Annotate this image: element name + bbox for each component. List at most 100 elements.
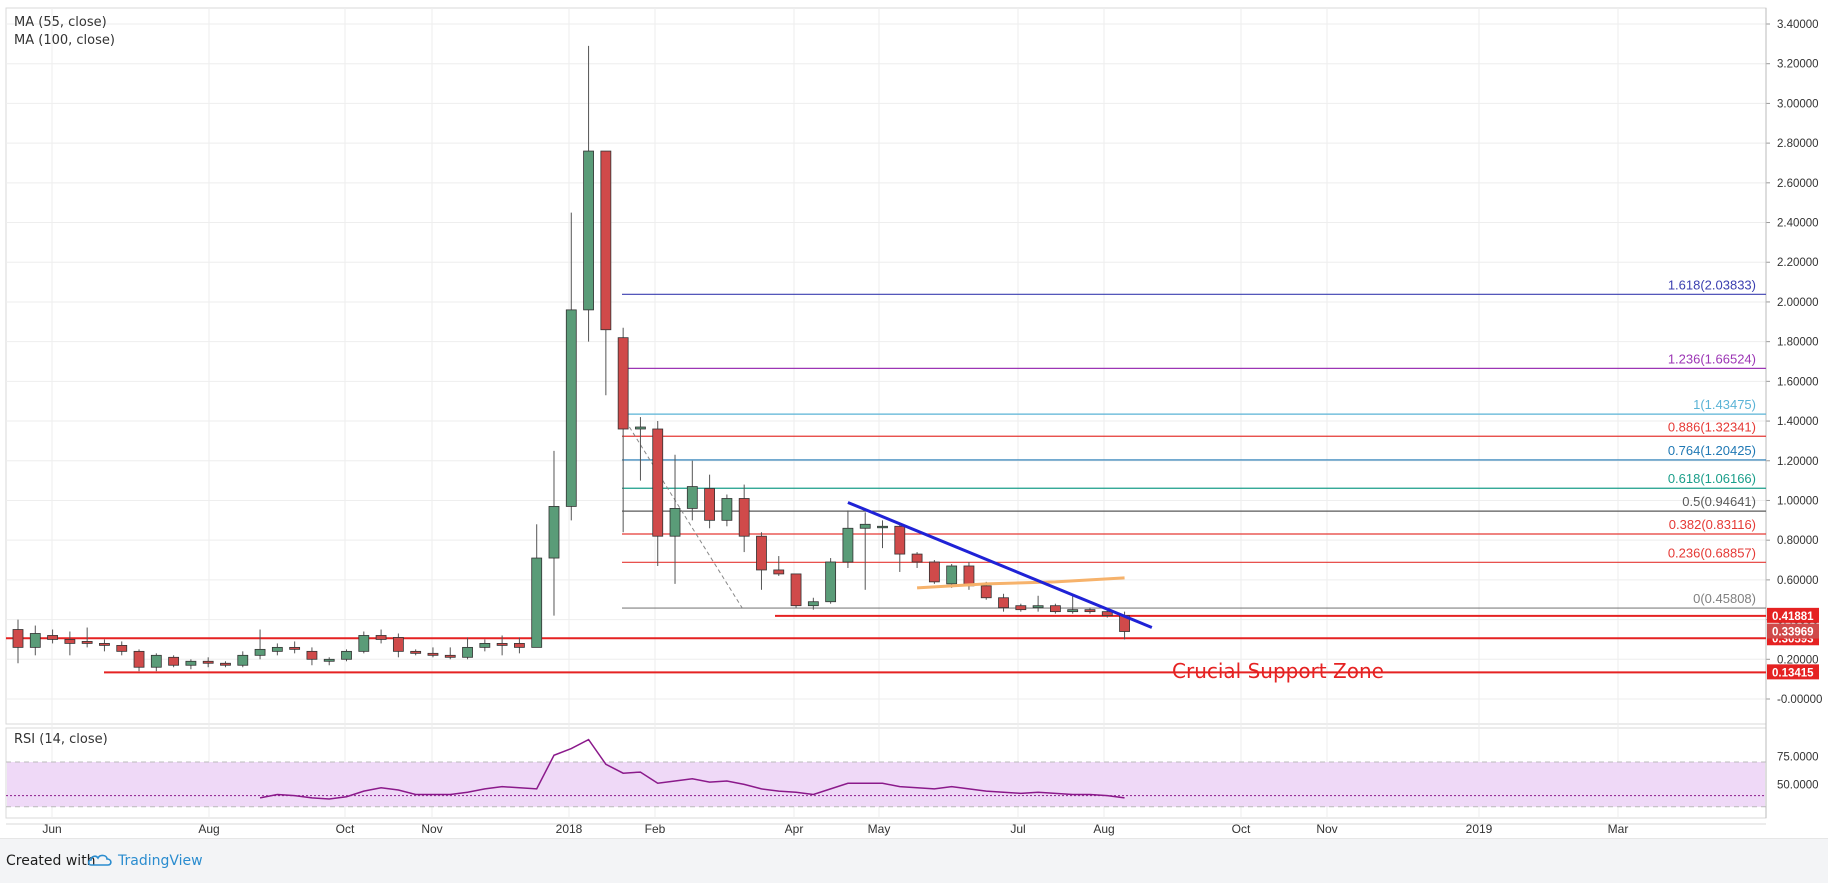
price-tick-label: 2.20000 (1777, 257, 1819, 269)
bearish-candle (756, 535, 767, 571)
bearish-candle (652, 428, 664, 537)
rsi-indicator-label[interactable]: RSI (14, close) (14, 732, 108, 747)
bearish-candle (1084, 609, 1096, 613)
bullish-candle (807, 601, 819, 607)
descending-trendline (847, 501, 1153, 629)
bearish-candle (99, 643, 110, 646)
bullish-candle (271, 646, 283, 652)
bullish-candle (323, 658, 335, 662)
price-tick-label: 1.60000 (1777, 376, 1819, 388)
fib-level-label: 0.618(1.06166) (1668, 471, 1756, 486)
fib-level-label: 1.618(2.03833) (1668, 277, 1756, 292)
bearish-candle (202, 660, 214, 664)
tradingview-link[interactable]: TradingView (118, 853, 203, 869)
bearish-candle (790, 573, 802, 607)
price-tick-label: 1.00000 (1777, 495, 1819, 507)
bearish-candle (375, 635, 387, 640)
rsi-tick-label: 75.0000 (1777, 751, 1819, 763)
price-tick-label: 2.40000 (1777, 218, 1819, 230)
bearish-candle (133, 650, 145, 668)
time-axis-label: Mar (1608, 822, 1629, 836)
bearish-candle (600, 150, 612, 331)
bearish-candle (496, 643, 508, 646)
time-axis-label: Jul (1010, 822, 1025, 836)
fib-level-label: 0.886(1.32341) (1668, 419, 1756, 434)
price-tick-label: 1.40000 (1777, 416, 1819, 428)
bearish-candle (220, 662, 231, 666)
bearish-candle (1050, 605, 1061, 613)
time-axis-label: Aug (1093, 822, 1114, 836)
time-axis-label: 2019 (1466, 822, 1493, 836)
fib-level-label: 0.764(1.20425) (1668, 443, 1756, 458)
time-axis-label: Apr (785, 822, 804, 836)
last-price-label: 0.33969 (1772, 627, 1814, 639)
bearish-candle (773, 569, 785, 575)
bearish-candle (704, 488, 715, 521)
bearish-candle (911, 553, 923, 563)
bearish-candle (963, 565, 975, 587)
bearish-candle (617, 337, 629, 430)
bullish-candle (185, 660, 197, 666)
ma55-line (916, 576, 1125, 590)
rsi-line (259, 738, 1125, 800)
bearish-candle (64, 639, 76, 644)
price-pane (5, 7, 1767, 725)
bullish-candle (254, 648, 266, 656)
time-axis-label: Oct (336, 822, 355, 836)
footer-bar: Created with TradingView (0, 838, 1828, 883)
bullish-candle (237, 654, 249, 666)
price-tick-label: 0.20000 (1777, 654, 1819, 666)
fib-trend-helper-line (621, 414, 743, 608)
bullish-candle (669, 508, 681, 537)
time-axis-label: Nov (421, 822, 442, 836)
price-tick-label: 3.00000 (1777, 98, 1819, 110)
fib-level-label: 0.236(0.68857) (1668, 545, 1756, 560)
bullish-candle (341, 650, 352, 660)
bullish-candle (946, 565, 958, 585)
bearish-candle (12, 629, 24, 648)
bearish-candle (47, 635, 58, 640)
fib-level-label: 0(0.45808) (1693, 591, 1756, 606)
bearish-candle (444, 654, 456, 658)
support-zone-annotation: Crucial Support Zone (1172, 659, 1384, 683)
bearish-candle (427, 652, 439, 656)
time-axis-label: May (868, 822, 891, 836)
bullish-candle (565, 309, 577, 507)
bearish-candle (1015, 605, 1027, 611)
time-axis-label: Oct (1232, 822, 1251, 836)
fib-level-label: 0.5(0.94641) (1682, 494, 1756, 509)
ma100-indicator-label[interactable]: MA (100, close) (14, 33, 115, 48)
bearish-candle (116, 644, 128, 652)
price-tick-label: 0.60000 (1777, 575, 1819, 587)
time-axis-label: Nov (1316, 822, 1337, 836)
time-axis-label: Jun (42, 822, 61, 836)
price-tick-label: 3.20000 (1777, 59, 1819, 71)
bearish-candle (928, 561, 940, 583)
bullish-candle (150, 654, 162, 668)
tradingview-cloud-icon[interactable] (88, 852, 114, 868)
bullish-candle (859, 523, 871, 529)
ma55-indicator-label[interactable]: MA (55, close) (14, 15, 107, 30)
support-price-tag (1767, 607, 1819, 623)
bearish-candle (738, 498, 750, 537)
time-axis-label: Aug (198, 822, 219, 836)
time-axis-label: 2018 (556, 822, 583, 836)
bullish-candle (686, 486, 698, 509)
fib-level-label: 1(1.43475) (1693, 397, 1756, 412)
bearish-candle (306, 650, 318, 660)
bearish-candle (894, 525, 906, 555)
price-tick-label: 2.60000 (1777, 178, 1819, 190)
fib-level-label: 0.382(0.83116) (1669, 517, 1756, 532)
bullish-candle (1067, 609, 1079, 613)
price-chart[interactable]: Jun Aug Oct Nov 2018 Feb Apr May Jul Aug Oct Nov 201… (0, 0, 1828, 838)
bullish-candle (479, 643, 491, 648)
bullish-candle (877, 525, 888, 529)
bullish-candle (635, 426, 646, 430)
bullish-candle (825, 561, 837, 603)
bullish-candle (462, 646, 473, 658)
bullish-candle (29, 633, 41, 648)
time-axis-label: Feb (645, 822, 666, 836)
price-tick-label: -0.00000 (1777, 694, 1822, 706)
bearish-candle (514, 643, 525, 648)
bullish-candle (531, 557, 543, 648)
